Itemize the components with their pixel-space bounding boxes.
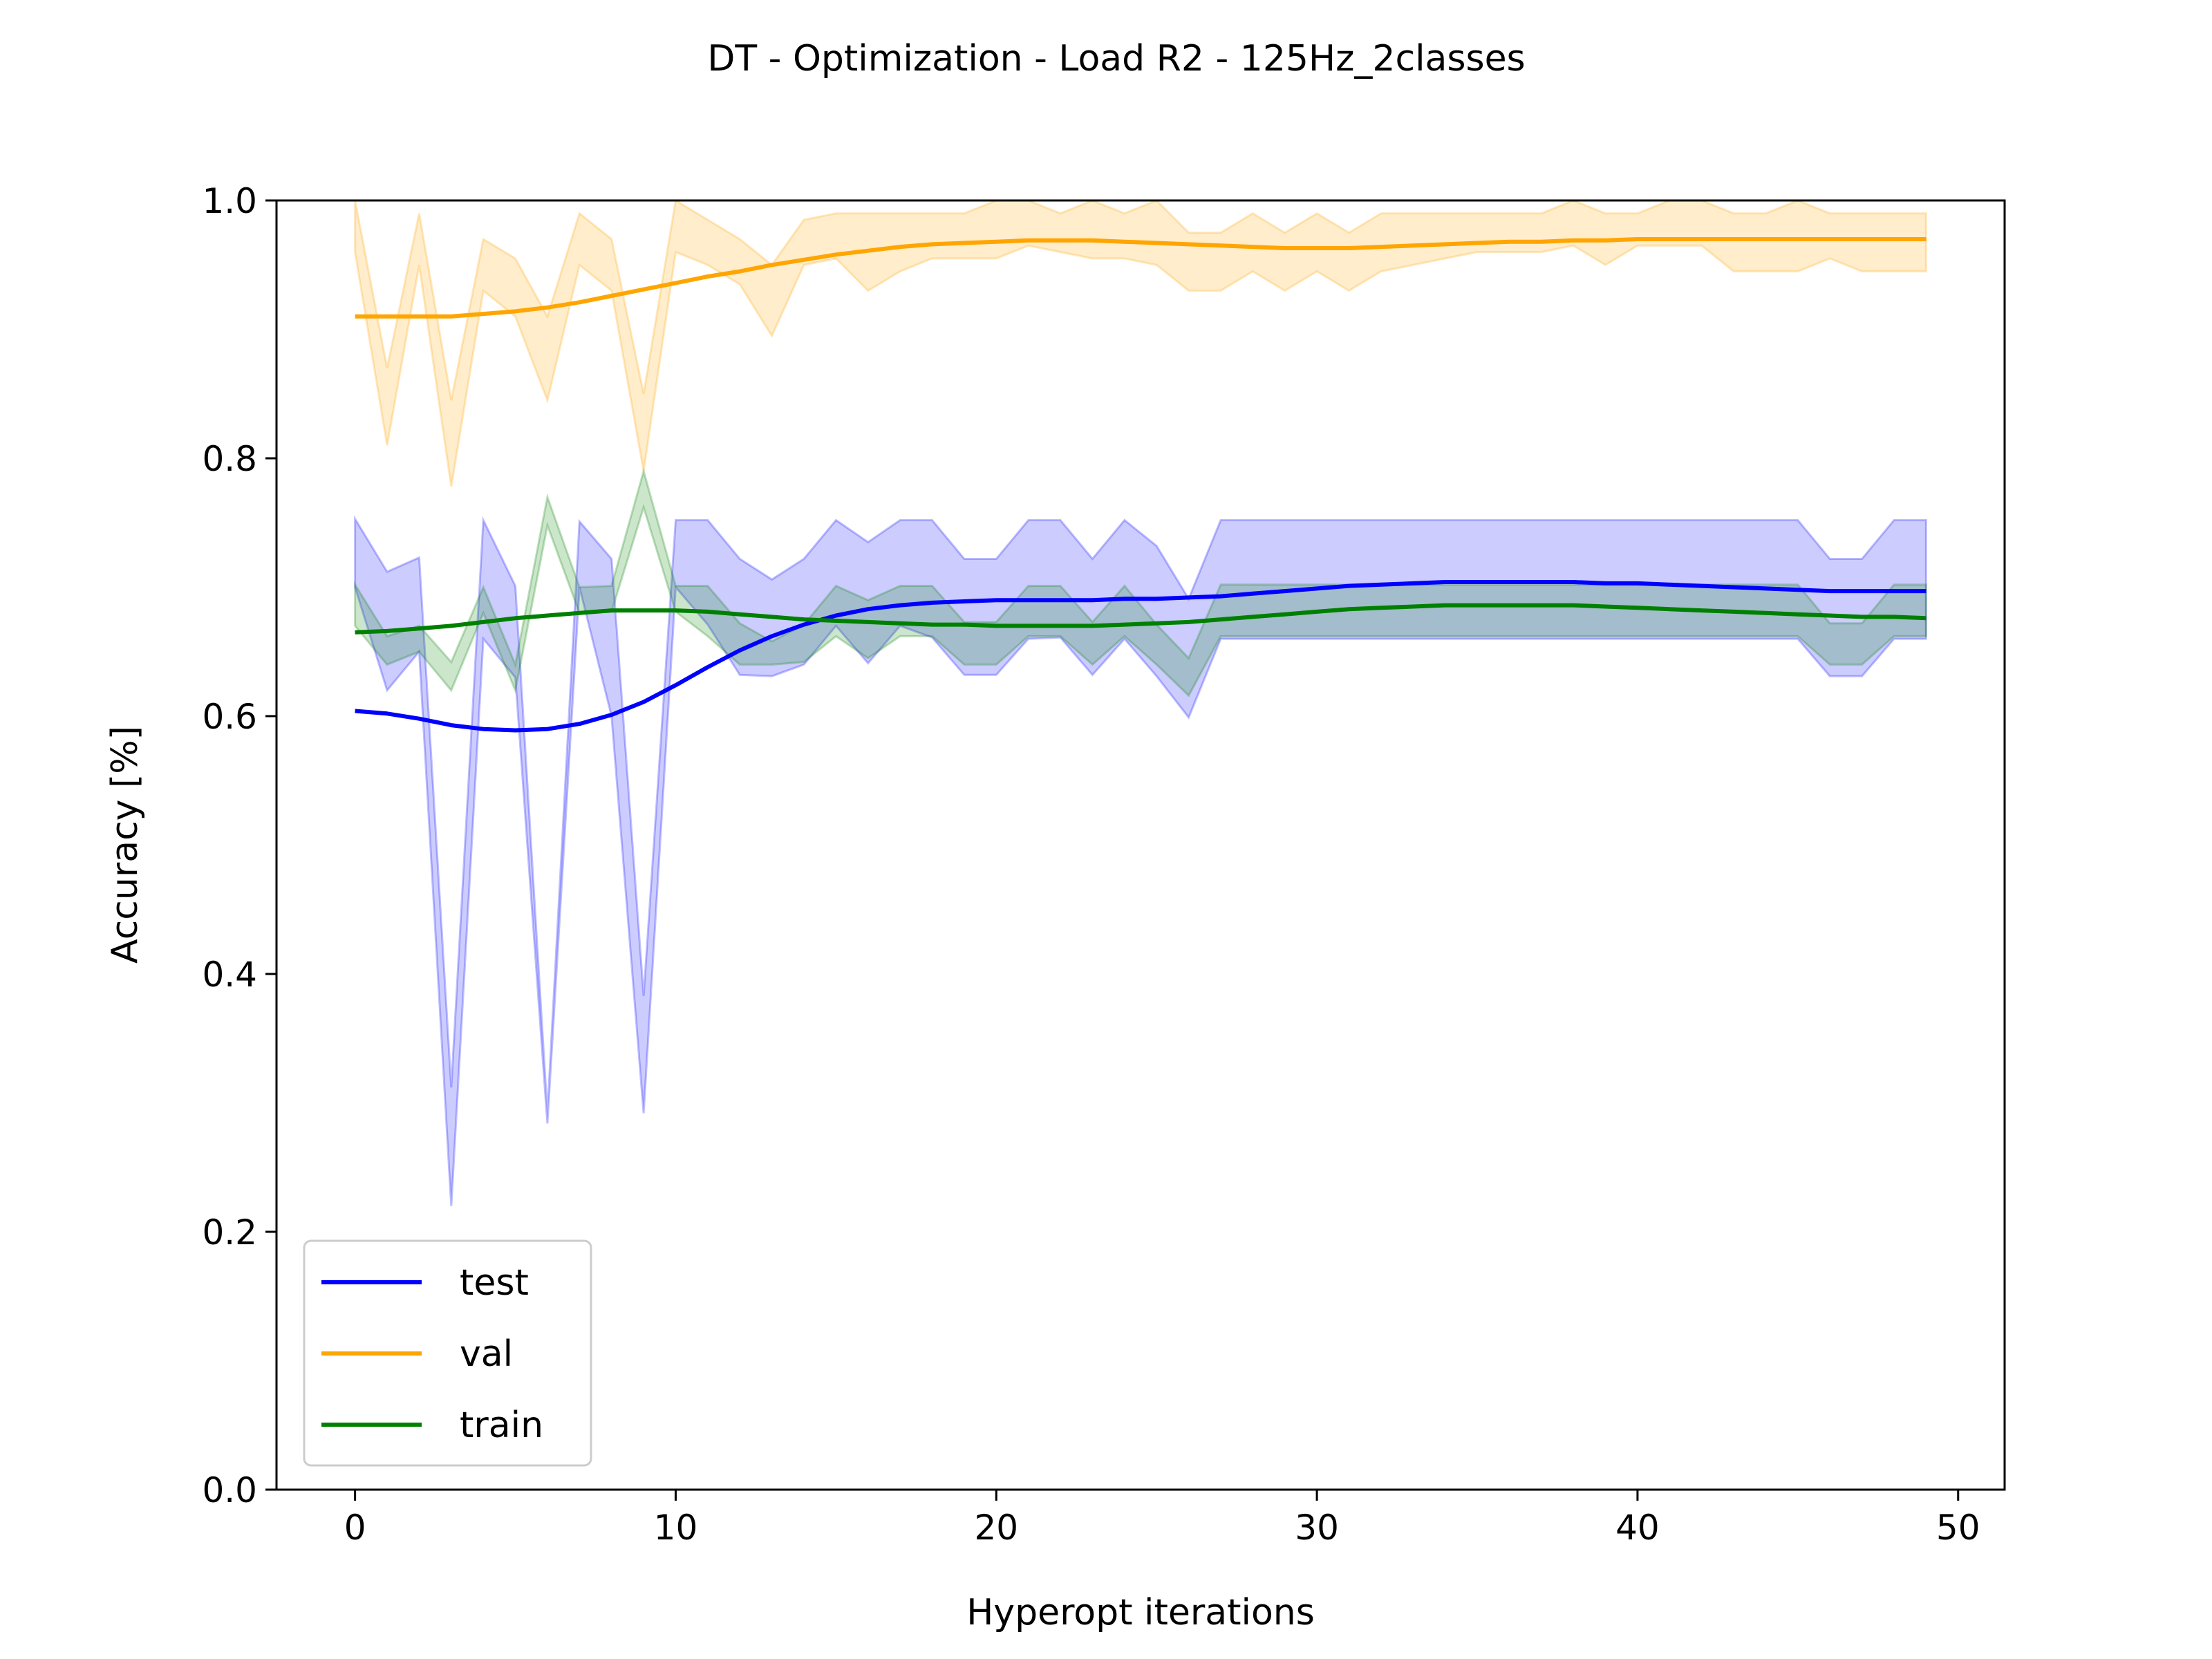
legend-label-val: val [460, 1333, 513, 1375]
line-test [355, 580, 1927, 733]
legend-box [303, 1239, 592, 1467]
y-tick-label: 0.6 [202, 697, 257, 737]
y-tick-label: 0.2 [202, 1212, 257, 1253]
line-train [355, 603, 1927, 635]
x-tick-label: 20 [974, 1508, 1018, 1548]
x-tick-label: 30 [1295, 1508, 1339, 1548]
legend-label-test: test [460, 1262, 529, 1304]
x-axis: 0 10 20 30 40 50 [344, 1490, 1980, 1548]
y-tick-label: 1.0 [202, 181, 257, 221]
x-tick-label: 40 [1615, 1508, 1660, 1548]
y-tick-label: 0.0 [202, 1470, 257, 1510]
legend-label-train: train [460, 1405, 543, 1446]
x-tick-label: 0 [344, 1508, 366, 1548]
plot-area [275, 199, 2006, 1491]
x-tick-label: 50 [1936, 1508, 1980, 1548]
band-val [354, 200, 1927, 487]
confidence-bands [354, 200, 1927, 1206]
x-axis-label: Hyperopt iterations [966, 1592, 1315, 1633]
y-tick-label: 0.4 [202, 955, 257, 995]
band-train [354, 467, 1927, 697]
line-val [355, 237, 1927, 319]
x-tick-label: 10 [654, 1508, 698, 1548]
y-tick-label: 0.8 [202, 439, 257, 479]
y-axis: 0.0 0.2 0.4 0.6 0.8 1.0 [202, 181, 276, 1510]
legend: test val train [303, 1239, 592, 1467]
plot-frame [275, 199, 2006, 1491]
y-axis-label: Accuracy [%] [104, 726, 146, 964]
series-lines [355, 237, 1927, 733]
chart-title: DT - Optimization - Load R2 - 125Hz_2cla… [707, 38, 1525, 79]
